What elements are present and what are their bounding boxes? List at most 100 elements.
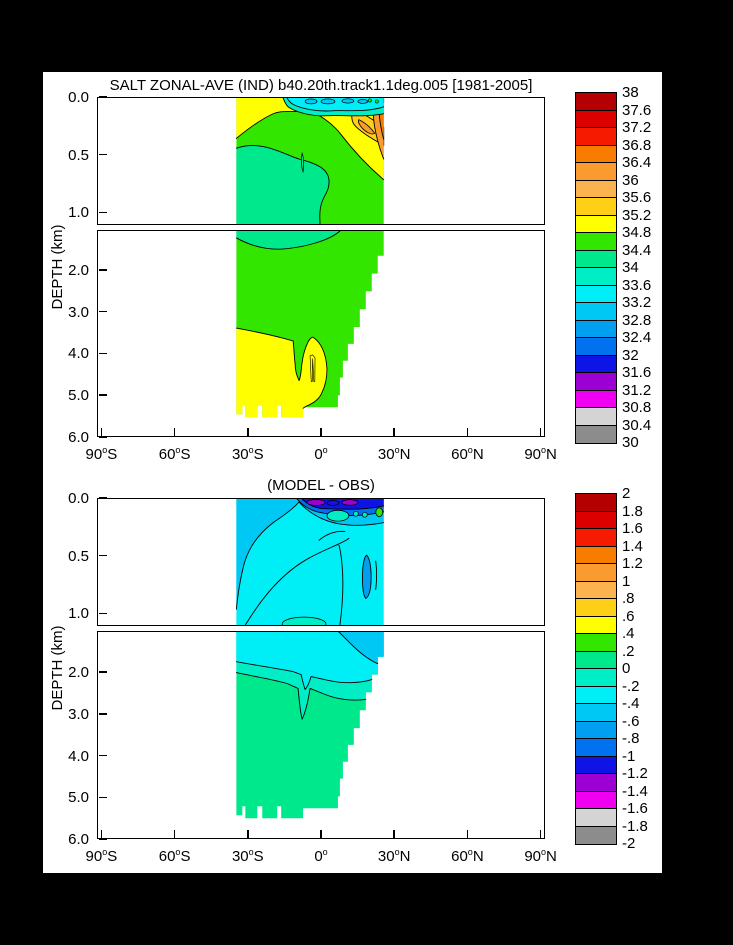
colorbar-label: 1.4 (622, 537, 643, 555)
colorbar-cell (576, 529, 616, 547)
colorbar-label: .6 (622, 607, 635, 625)
y-tick-mark (98, 436, 107, 438)
colorbar-cell (576, 511, 616, 529)
colorbar-label: -.4 (622, 695, 640, 712)
colorbar-cell (576, 163, 616, 181)
colorbar-cell (576, 686, 616, 704)
colorbar-label: 31.6 (622, 364, 652, 381)
colorbar-cell (576, 93, 616, 111)
y-tick-mark (98, 713, 107, 715)
colorbar-label: .4 (622, 625, 635, 642)
x-tick-label: 60oS (158, 445, 191, 464)
colorbar-label: 36 (622, 171, 639, 189)
colorbar-label: 1.6 (622, 520, 643, 537)
colorbar-label: 30 (622, 434, 639, 451)
colorbar-cell (576, 268, 616, 286)
plot2-upper-panel (97, 498, 545, 626)
x-tick-mark (539, 427, 542, 436)
x-tick-mark (539, 829, 542, 838)
colorbar-label: 35.2 (622, 206, 652, 224)
colorbar-label: 38 (622, 84, 639, 101)
x-tick-label: 90oN (524, 445, 557, 464)
y-tick-label: 6.0 (68, 428, 89, 446)
y-tick-mark (98, 352, 107, 355)
y-tick-label: 0.5 (68, 547, 89, 565)
x-tick-mark (466, 829, 469, 838)
colorbar-label: 1 (622, 572, 631, 590)
colorbar-cell (576, 651, 616, 669)
colorbar-cell (576, 355, 616, 373)
colorbar-label: -1.4 (622, 782, 648, 800)
x-tick-mark (247, 829, 249, 838)
y-tick-label: 3.0 (68, 303, 89, 321)
colorbar-label: .8 (622, 590, 635, 607)
colorbar-cell (576, 721, 616, 739)
x-tick-mark (393, 829, 395, 838)
colorbar-label: 2 (622, 485, 631, 502)
colorbar-cell (576, 338, 616, 356)
colorbar-label: 30.8 (622, 399, 652, 416)
colorbar-cell (576, 373, 616, 391)
colorbar-cell (576, 581, 616, 599)
colorbar-cell (576, 110, 616, 128)
y-tick-label: 0.0 (68, 490, 89, 507)
y-tick-mark (98, 838, 107, 840)
y-tick-label: 0.0 (68, 89, 89, 106)
y-tick-mark (98, 394, 107, 396)
x-tick-label: 30oS (231, 847, 264, 866)
colorbar-cell (576, 128, 616, 146)
colorbar-cell (576, 634, 616, 652)
y-tick-label: 2.0 (68, 262, 89, 279)
y-tick-mark (98, 612, 107, 615)
colorbar-label: 33.2 (622, 294, 652, 311)
plot1-lower-panel (97, 230, 545, 437)
x-tick-label: 30oS (231, 445, 264, 464)
colorbar-label: 1.8 (622, 502, 643, 520)
colorbar-label: -1.6 (622, 800, 648, 817)
y-tick-mark (98, 554, 107, 557)
x-tick-label: 90oS (85, 445, 118, 464)
y-tick-label: 2.0 (68, 664, 89, 681)
contour-fills (235, 231, 384, 418)
colorbar-label: 32 (622, 346, 639, 364)
x-tick-mark (247, 427, 249, 436)
colorbar-cell (576, 425, 616, 443)
y-tick-mark (98, 310, 107, 313)
colorbar-cell (576, 616, 616, 634)
colorbar-label: .2 (622, 642, 635, 660)
plot2-title: (MODEL - OBS) (267, 477, 375, 494)
y-tick-mark (98, 153, 107, 156)
colorbar-cell (576, 180, 616, 198)
x-tick-mark (100, 829, 103, 838)
plot1-upper-contours (235, 98, 385, 224)
colorbar-cell (576, 320, 616, 338)
x-tick-mark (173, 427, 176, 436)
x-tick-mark (173, 829, 176, 838)
colorbar-cell (576, 250, 616, 268)
contour-fills (235, 632, 384, 819)
colorbar-label: 36.8 (622, 136, 652, 154)
contour-fills (235, 499, 385, 625)
x-tick-label: 60oN (451, 847, 484, 866)
y-tick-mark (98, 269, 107, 271)
colorbar-cell (576, 669, 616, 687)
colorbar-label: 1.2 (622, 555, 643, 572)
colorbar-label: 34.8 (622, 224, 652, 241)
y-tick-mark (98, 497, 107, 499)
x-tick-label: 60oS (158, 847, 191, 866)
colorbar-cell (576, 564, 616, 582)
y-tick-label: 5.0 (68, 789, 89, 807)
colorbar-label: 37.6 (622, 101, 652, 119)
colorbar-cell (576, 285, 616, 303)
colorbar-label: -1.2 (622, 765, 648, 782)
colorbar-cell (576, 809, 616, 827)
plot2-lower-panel (97, 631, 545, 839)
x-tick-mark (466, 427, 469, 436)
x-tick-mark (320, 829, 322, 838)
colorbar-label: -.2 (622, 677, 640, 695)
contour-fills (235, 98, 385, 224)
colorbar-cell (576, 756, 616, 774)
colorbar-cell (576, 198, 616, 216)
plot1-colorbar (575, 92, 617, 444)
